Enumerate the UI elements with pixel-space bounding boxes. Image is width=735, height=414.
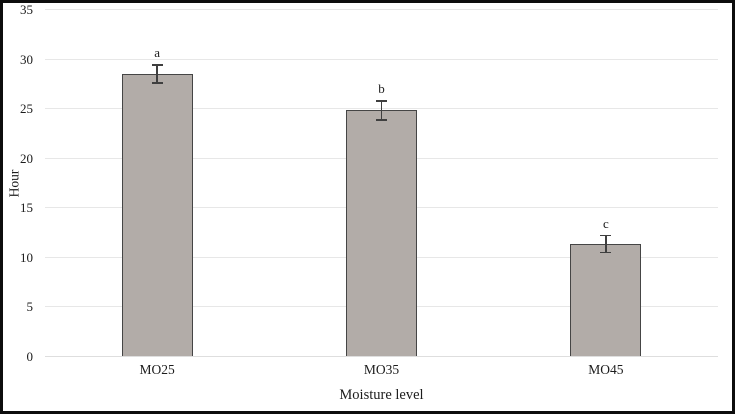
error-bar-cap [600, 234, 612, 237]
y-tick-label: 25 [20, 101, 33, 116]
x-axis-title: Moisture level [339, 387, 424, 403]
significance-letter: c [602, 215, 609, 231]
error-bar-cap [151, 82, 163, 84]
error-bar-cap [376, 100, 387, 102]
gridline [45, 58, 718, 60]
y-tick-label: 10 [20, 249, 33, 265]
bar [570, 244, 642, 356]
y-tick-label: 5 [26, 299, 34, 314]
error-bar-cap [151, 64, 163, 66]
bar [346, 110, 417, 356]
y-tick-label: 30 [20, 51, 33, 67]
y-tick-label: 0 [26, 348, 34, 364]
x-category-label: MO25 [139, 362, 175, 377]
y-tick-label: 15 [20, 200, 33, 215]
gridline [45, 355, 718, 357]
error-bar [380, 101, 383, 120]
error-bar [605, 235, 607, 253]
bar [121, 73, 193, 356]
error-bar-cap [600, 251, 612, 254]
y-tick-label: 20 [20, 150, 33, 166]
significance-letter: b [378, 81, 385, 97]
error-bar [156, 64, 158, 83]
y-tick-label: 35 [20, 2, 33, 17]
x-category-label: MO45 [588, 362, 624, 377]
y-axis-title: Hour [6, 169, 22, 198]
significance-letter: a [154, 44, 161, 60]
gridline [45, 9, 718, 10]
x-category-label: MO35 [363, 362, 400, 377]
error-bar-cap [376, 119, 387, 121]
